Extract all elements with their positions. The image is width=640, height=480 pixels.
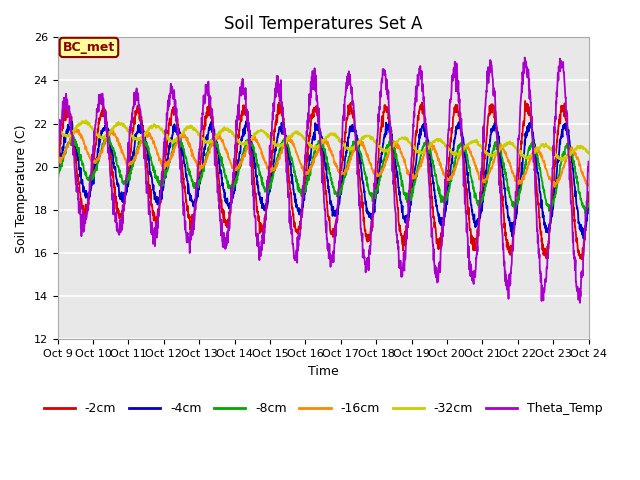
-4cm: [585, 203, 593, 208]
Theta_Temp: [585, 159, 593, 165]
-2cm: [167, 122, 175, 128]
-4cm: [417, 126, 424, 132]
-8cm: [417, 155, 424, 160]
-32cm: [253, 131, 260, 136]
-8cm: [271, 167, 278, 173]
-8cm: [104, 133, 111, 139]
Legend: -2cm, -4cm, -8cm, -16cm, -32cm, Theta_Temp: -2cm, -4cm, -8cm, -16cm, -32cm, Theta_Te…: [38, 397, 607, 420]
-16cm: [271, 168, 278, 173]
Line: -16cm: -16cm: [58, 129, 589, 187]
-2cm: [416, 104, 424, 110]
-4cm: [54, 172, 61, 178]
-2cm: [270, 129, 278, 134]
-16cm: [585, 181, 593, 187]
Theta_Temp: [84, 196, 92, 202]
-2cm: [577, 256, 585, 262]
-32cm: [585, 151, 593, 156]
-4cm: [580, 236, 588, 241]
Title: Soil Temperatures Set A: Soil Temperatures Set A: [224, 15, 422, 33]
-8cm: [167, 153, 175, 158]
-8cm: [581, 211, 589, 216]
-32cm: [271, 140, 278, 146]
-32cm: [83, 118, 90, 123]
Y-axis label: Soil Temperature (C): Soil Temperature (C): [15, 124, 28, 252]
-4cm: [84, 191, 92, 196]
Text: BC_met: BC_met: [63, 41, 115, 54]
-4cm: [273, 137, 281, 143]
-32cm: [54, 125, 61, 131]
-16cm: [84, 150, 92, 156]
-16cm: [167, 153, 175, 158]
Line: -32cm: -32cm: [58, 120, 589, 161]
-32cm: [84, 120, 92, 125]
-32cm: [167, 139, 175, 144]
-2cm: [54, 159, 61, 165]
-4cm: [253, 174, 260, 180]
Theta_Temp: [273, 73, 281, 79]
-4cm: [243, 118, 250, 124]
-16cm: [54, 156, 61, 161]
-16cm: [253, 139, 260, 144]
Line: -8cm: -8cm: [58, 136, 589, 214]
-16cm: [550, 184, 558, 190]
-2cm: [585, 189, 593, 195]
Line: Theta_Temp: Theta_Temp: [58, 58, 589, 303]
Line: -4cm: -4cm: [58, 121, 589, 239]
-32cm: [417, 151, 424, 156]
-2cm: [273, 116, 281, 122]
Theta_Temp: [416, 69, 424, 74]
Theta_Temp: [270, 108, 278, 114]
-32cm: [557, 158, 565, 164]
-8cm: [54, 170, 61, 176]
-2cm: [84, 207, 92, 213]
Theta_Temp: [252, 232, 260, 238]
Theta_Temp: [521, 55, 529, 60]
-32cm: [273, 143, 281, 149]
Line: -2cm: -2cm: [58, 101, 589, 259]
-4cm: [271, 153, 278, 158]
-8cm: [273, 156, 281, 161]
-16cm: [417, 163, 424, 169]
-8cm: [84, 177, 92, 183]
-2cm: [252, 196, 260, 202]
X-axis label: Time: Time: [308, 365, 339, 378]
Theta_Temp: [167, 81, 175, 87]
-4cm: [167, 138, 175, 144]
-16cm: [72, 126, 79, 132]
-8cm: [253, 157, 260, 163]
-8cm: [585, 201, 593, 207]
-16cm: [273, 159, 281, 165]
Theta_Temp: [576, 300, 584, 306]
-2cm: [521, 98, 529, 104]
Theta_Temp: [54, 152, 61, 157]
